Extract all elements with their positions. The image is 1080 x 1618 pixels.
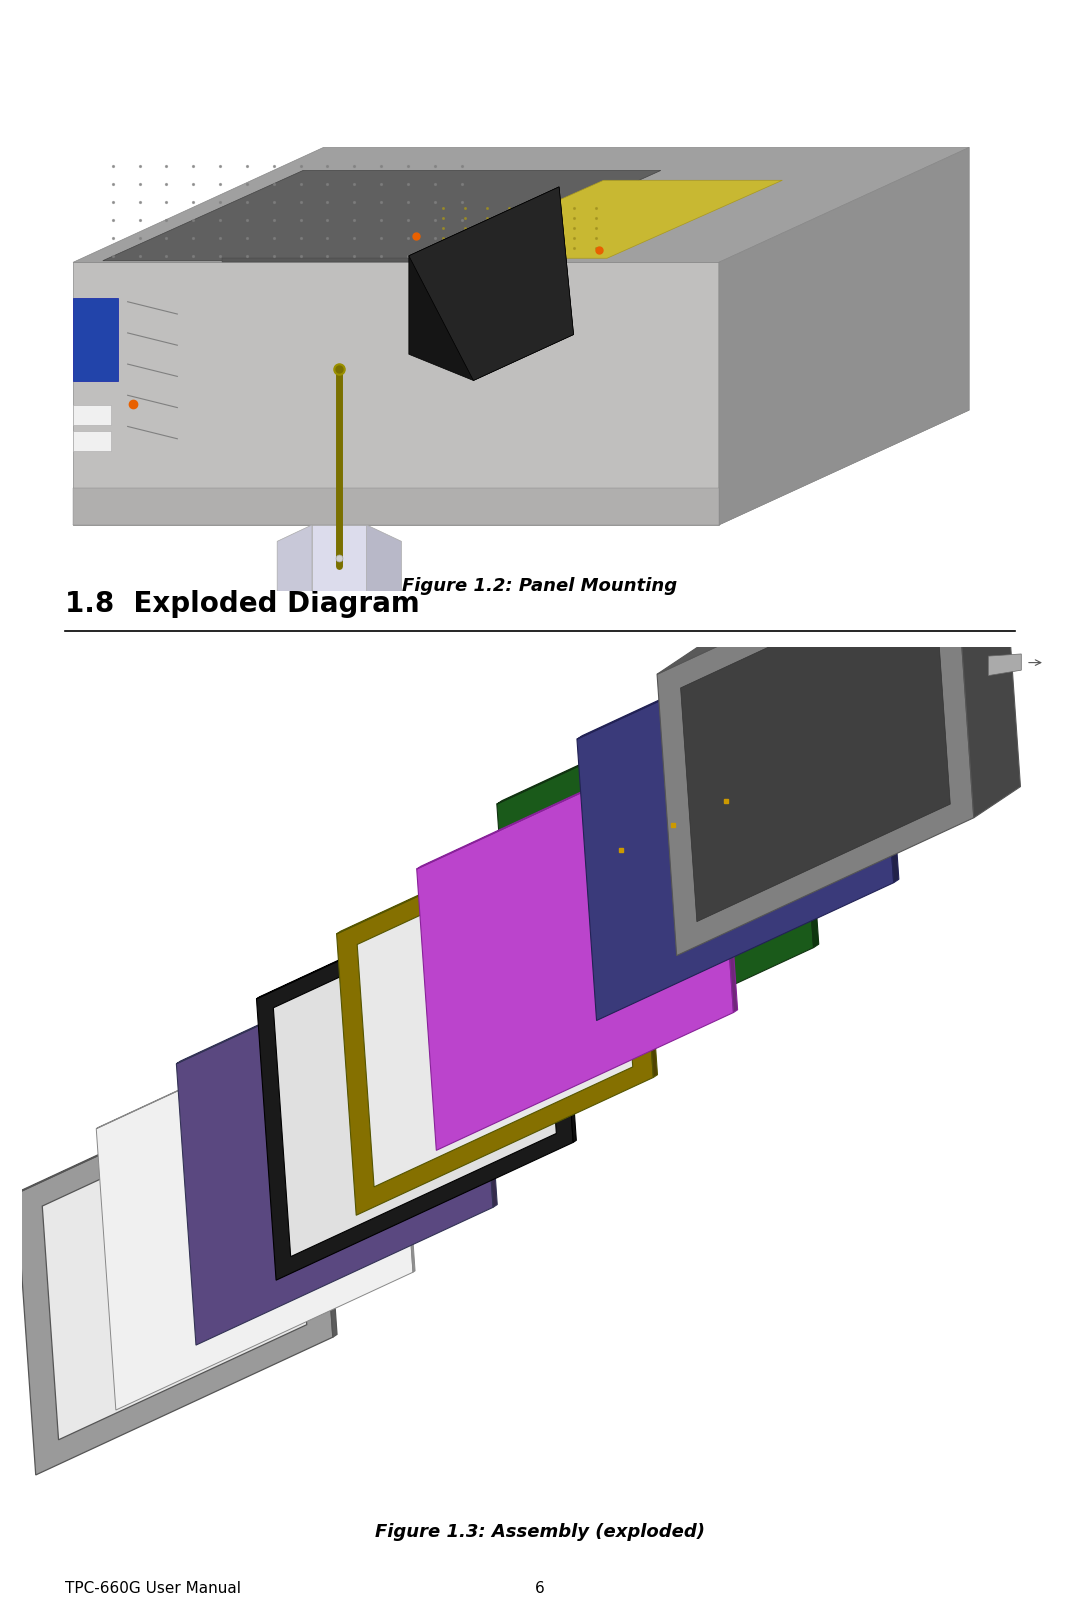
Polygon shape: [634, 793, 658, 1078]
Polygon shape: [554, 859, 577, 1142]
Polygon shape: [278, 524, 312, 623]
Text: Figure 1.3: Assembly (exploded): Figure 1.3: Assembly (exploded): [375, 1523, 705, 1542]
Polygon shape: [73, 147, 969, 262]
Polygon shape: [657, 537, 974, 956]
Polygon shape: [577, 602, 893, 1021]
Polygon shape: [73, 489, 719, 524]
Polygon shape: [680, 571, 950, 922]
Polygon shape: [256, 861, 573, 1280]
Polygon shape: [256, 859, 556, 998]
Polygon shape: [103, 170, 661, 260]
Polygon shape: [337, 796, 653, 1215]
Polygon shape: [955, 505, 1021, 817]
Polygon shape: [819, 862, 823, 890]
Polygon shape: [273, 885, 556, 1257]
Polygon shape: [393, 990, 415, 1272]
Polygon shape: [409, 186, 573, 380]
Polygon shape: [473, 924, 497, 1207]
Polygon shape: [16, 1053, 318, 1194]
Polygon shape: [610, 864, 821, 987]
Polygon shape: [176, 924, 477, 1063]
Polygon shape: [337, 793, 638, 934]
Polygon shape: [714, 728, 738, 1013]
Polygon shape: [610, 862, 821, 959]
Polygon shape: [417, 731, 733, 1150]
Polygon shape: [176, 925, 494, 1345]
Polygon shape: [577, 599, 879, 739]
Polygon shape: [409, 186, 573, 380]
Polygon shape: [417, 728, 718, 869]
Polygon shape: [497, 667, 813, 1086]
Polygon shape: [42, 1091, 307, 1440]
Polygon shape: [313, 1053, 337, 1336]
Polygon shape: [16, 1057, 333, 1476]
Polygon shape: [874, 599, 899, 883]
Text: 6: 6: [535, 1581, 545, 1597]
Polygon shape: [357, 825, 633, 1188]
Polygon shape: [605, 882, 799, 992]
Polygon shape: [96, 990, 395, 1129]
Polygon shape: [366, 524, 402, 623]
Polygon shape: [73, 262, 719, 524]
Polygon shape: [988, 654, 1022, 676]
Polygon shape: [73, 298, 118, 380]
Polygon shape: [428, 180, 782, 259]
Polygon shape: [96, 990, 413, 1409]
Polygon shape: [222, 259, 434, 262]
Text: TPC-660G User Manual: TPC-660G User Manual: [65, 1581, 241, 1597]
Polygon shape: [657, 505, 1001, 675]
Polygon shape: [73, 430, 111, 451]
Text: Figure 1.2: Panel Mounting: Figure 1.2: Panel Mounting: [403, 576, 677, 595]
Polygon shape: [719, 147, 969, 524]
Polygon shape: [312, 524, 366, 623]
Text: 1.8  Exploded Diagram: 1.8 Exploded Diagram: [65, 591, 419, 618]
Polygon shape: [73, 404, 111, 426]
Polygon shape: [73, 409, 969, 524]
Polygon shape: [497, 663, 799, 804]
Polygon shape: [794, 663, 819, 948]
